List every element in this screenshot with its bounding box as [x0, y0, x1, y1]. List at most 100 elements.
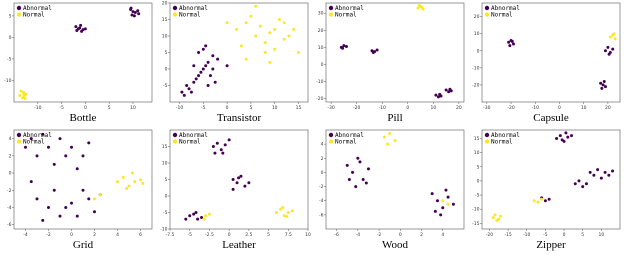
point — [219, 148, 223, 152]
y-tick-label: 4 — [321, 142, 324, 148]
point — [584, 182, 588, 186]
y-tick-label: -10 — [4, 78, 11, 84]
x-tick-label: -7.5 — [166, 232, 175, 238]
legend-label: Normal — [179, 12, 201, 19]
point — [600, 86, 604, 90]
point — [79, 23, 83, 27]
legend-label: Abnormal — [491, 132, 520, 139]
x-tick-label: 20 — [456, 105, 462, 111]
point — [180, 90, 184, 94]
point — [81, 188, 85, 192]
x-tick-label: -20 — [486, 232, 493, 238]
point — [141, 181, 145, 185]
point — [438, 92, 442, 96]
legend-marker — [328, 132, 334, 138]
point — [344, 45, 348, 49]
point — [52, 188, 56, 192]
point — [420, 5, 424, 9]
x-tick-label: 10 — [130, 105, 136, 111]
legend-marker — [484, 139, 490, 144]
panel-title: Pill — [387, 112, 402, 124]
legend-label: Abnormal — [179, 5, 208, 12]
point — [131, 10, 135, 14]
x-tick-label: 10 — [430, 105, 436, 111]
point — [185, 84, 189, 87]
panel-title: Transistor — [217, 112, 262, 124]
point — [133, 180, 137, 184]
point — [121, 175, 125, 179]
point — [441, 199, 445, 203]
point — [239, 44, 243, 48]
point — [292, 27, 296, 31]
legend-label: Abnormal — [23, 5, 52, 12]
panel-title: Grid — [73, 239, 94, 251]
legend-label: Normal — [491, 139, 513, 146]
point — [282, 21, 286, 25]
legend-label: Normal — [23, 12, 45, 19]
point — [361, 178, 365, 181]
point — [41, 132, 45, 136]
panel-title: Capsule — [533, 112, 569, 124]
point — [21, 96, 25, 100]
point — [287, 34, 291, 38]
x-tick-label: 5 — [267, 232, 270, 238]
x-tick-label: 10 — [305, 232, 311, 238]
y-tick-label: -6 — [319, 212, 324, 218]
y-tick-label: -10 — [316, 79, 323, 85]
point — [98, 193, 102, 197]
point — [497, 217, 501, 221]
plot-frame — [13, 2, 153, 103]
x-tick-label: 10 — [598, 232, 604, 238]
y-tick-label: -4 — [7, 205, 12, 211]
legend-label: Normal — [491, 12, 513, 19]
point — [254, 4, 258, 8]
y-tick-label: 0 — [477, 48, 480, 54]
point — [81, 154, 85, 158]
point — [24, 92, 28, 96]
point — [581, 185, 585, 189]
legend-marker — [172, 5, 178, 11]
point — [133, 10, 137, 14]
point — [274, 211, 278, 214]
point — [547, 197, 551, 201]
x-tick-label: 15 — [296, 105, 302, 111]
panel-title: Bottle — [70, 112, 97, 124]
point — [536, 200, 540, 204]
point — [83, 27, 87, 31]
point — [358, 160, 362, 164]
point — [436, 95, 440, 99]
point — [508, 44, 512, 48]
point — [543, 199, 547, 203]
legend-marker — [484, 12, 490, 17]
legend-label: Normal — [23, 139, 45, 146]
legend-marker — [16, 139, 22, 144]
point — [64, 154, 68, 158]
point — [277, 18, 281, 21]
point — [216, 57, 220, 61]
point — [19, 89, 23, 93]
y-tick-label: 5 — [165, 50, 168, 56]
y-tick-label: 2 — [321, 156, 324, 162]
point — [235, 27, 239, 31]
x-tick-label: -2 — [46, 232, 51, 238]
point — [41, 218, 45, 222]
y-tick-label: 15 — [474, 136, 480, 142]
point — [341, 46, 345, 50]
point — [188, 214, 192, 218]
point — [203, 214, 207, 218]
x-tick-label: 4 — [441, 232, 444, 238]
point — [342, 44, 346, 48]
point — [447, 90, 451, 94]
point — [254, 34, 258, 38]
point — [239, 174, 243, 178]
point — [225, 64, 229, 68]
x-tick-label: 5 — [581, 232, 584, 238]
y-tick-label: 5 — [9, 13, 12, 19]
point — [366, 167, 370, 171]
point — [555, 136, 559, 140]
point — [29, 137, 33, 141]
point — [491, 216, 495, 220]
x-tick-label: 0 — [558, 105, 561, 111]
legend-marker — [172, 12, 178, 17]
x-tick-label: -10 — [34, 105, 41, 111]
